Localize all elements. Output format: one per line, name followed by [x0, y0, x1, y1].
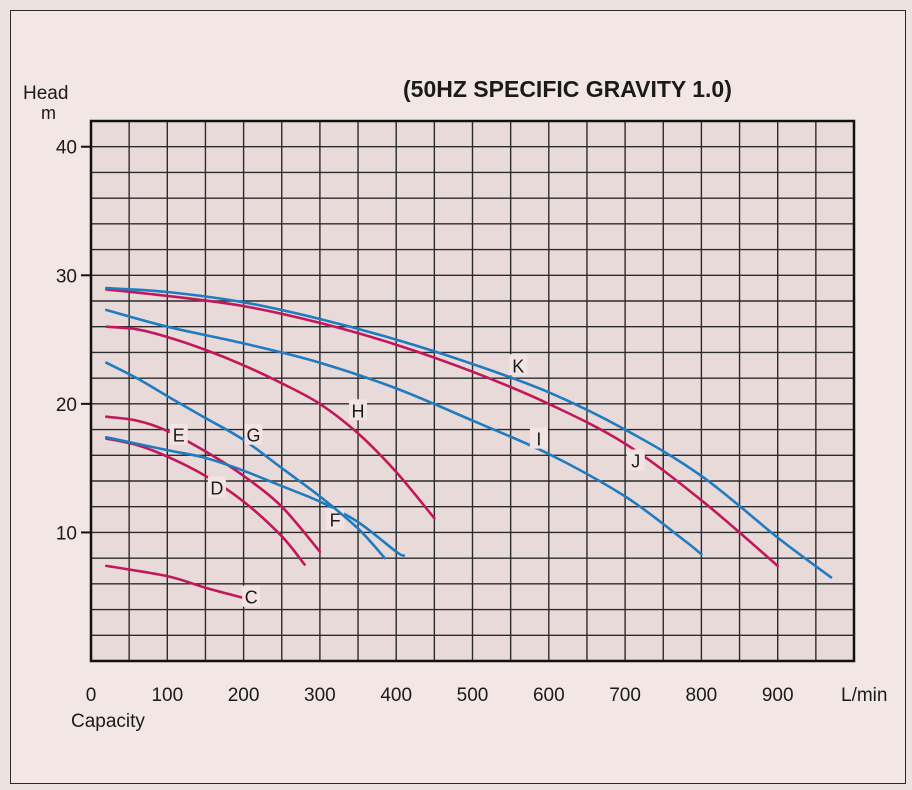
x-tick-label: 100: [151, 685, 183, 706]
x-tick-label: 800: [686, 685, 718, 706]
curve-label-c: C: [245, 588, 258, 608]
curve-h: [105, 325, 436, 520]
x-tick-label: 600: [533, 685, 565, 706]
curve-label-d: D: [210, 478, 223, 498]
curve-e: [105, 415, 322, 553]
x-tick-label: 900: [762, 685, 794, 706]
x-tick-label: 0: [86, 685, 97, 706]
pump-curve-chart: 0 100 200 300 400 500 600 700 800 900 10 20 30 40 C D…: [23, 76, 887, 732]
y-tick-label: 40: [56, 138, 77, 159]
y-axis-label: Head: [23, 83, 68, 104]
curve-label-bg: [242, 585, 261, 607]
curve-label-bg: [244, 423, 263, 445]
curve-label-i: I: [536, 430, 541, 450]
curve-label-f: F: [330, 511, 341, 531]
y-axis-unit: m: [41, 103, 56, 123]
y-tick-label: 10: [56, 523, 77, 544]
y-tick-label: 30: [56, 266, 77, 287]
curve-label-e: E: [173, 426, 185, 446]
y-tick-labels: 10 20 30 40: [56, 138, 91, 544]
curve-label-bg: [169, 423, 188, 445]
chart-frame: 0 100 200 300 400 500 600 700 800 900 10 20 30 40 C D…: [10, 10, 906, 784]
x-tick-label: 200: [228, 685, 260, 706]
chart-title: (50HZ SPECIFIC GRAVITY 1.0): [403, 76, 732, 102]
x-tick-label: 700: [609, 685, 641, 706]
curve-g: [105, 361, 387, 560]
x-tick-label: 400: [380, 685, 412, 706]
curve-label-bg: [207, 476, 226, 498]
curve-j: [105, 288, 779, 568]
curve-f: [105, 436, 406, 557]
pump-curves: C D E F G H I J K: [105, 286, 833, 608]
curve-i: [105, 308, 703, 556]
x-axis-label: Capacity: [71, 711, 145, 732]
curve-label-bg: [509, 354, 528, 376]
x-tick-labels: 0 100 200 300 400 500 600 700 800 900: [86, 685, 794, 706]
curve-label-g: G: [247, 426, 261, 446]
plot-border: [89, 119, 856, 663]
curve-label-k: K: [512, 356, 524, 376]
curve-label-h: H: [352, 401, 365, 421]
curve-label-bg: [529, 427, 548, 449]
curve-label-bg: [349, 399, 368, 421]
y-tick-label: 20: [56, 395, 77, 416]
x-tick-label: 500: [457, 685, 489, 706]
x-tick-label: 300: [304, 685, 336, 706]
curve-label-j: J: [631, 451, 640, 471]
x-axis-unit: L/min: [841, 685, 887, 706]
grid-lines: [91, 120, 854, 661]
curve-k: [105, 286, 833, 579]
curve-label-bg: [626, 449, 645, 471]
